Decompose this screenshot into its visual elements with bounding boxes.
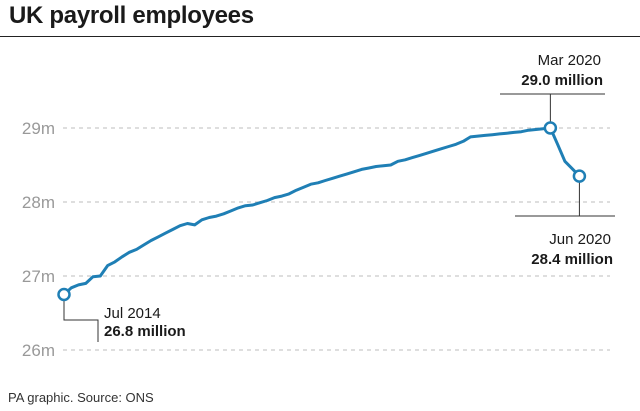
annotation-end-value: 28.4 million: [531, 251, 613, 268]
marker-end: [572, 169, 587, 183]
marker-start: [57, 287, 71, 302]
chart-title: UK payroll employees: [9, 2, 254, 29]
source-note: PA graphic. Source: ONS: [8, 390, 154, 405]
y-tick-label: 26m: [22, 341, 55, 360]
leader-end: [515, 176, 615, 217]
y-tick-label: 29m: [22, 119, 55, 138]
annotation-end-date: Jun 2020: [549, 231, 611, 248]
annotation-start-date: Jul 2014: [104, 305, 161, 322]
y-axis-ticks: 26m 27m 28m 29m: [22, 119, 55, 360]
title-rule: [0, 36, 640, 37]
annotation-peak-date: Mar 2020: [538, 52, 601, 69]
y-tick-label: 27m: [22, 267, 55, 286]
series-line: [62, 126, 581, 296]
gridlines: [63, 127, 610, 351]
leader-peak: [500, 93, 605, 128]
annotation-leaders: [63, 93, 615, 342]
leader-start: [63, 294, 99, 342]
highlight-markers: [57, 121, 587, 302]
marker-peak: [543, 121, 558, 135]
y-tick-label: 28m: [22, 193, 55, 212]
annotation-peak-value: 29.0 million: [521, 72, 603, 89]
annotation-start-value: 26.8 million: [104, 323, 186, 340]
